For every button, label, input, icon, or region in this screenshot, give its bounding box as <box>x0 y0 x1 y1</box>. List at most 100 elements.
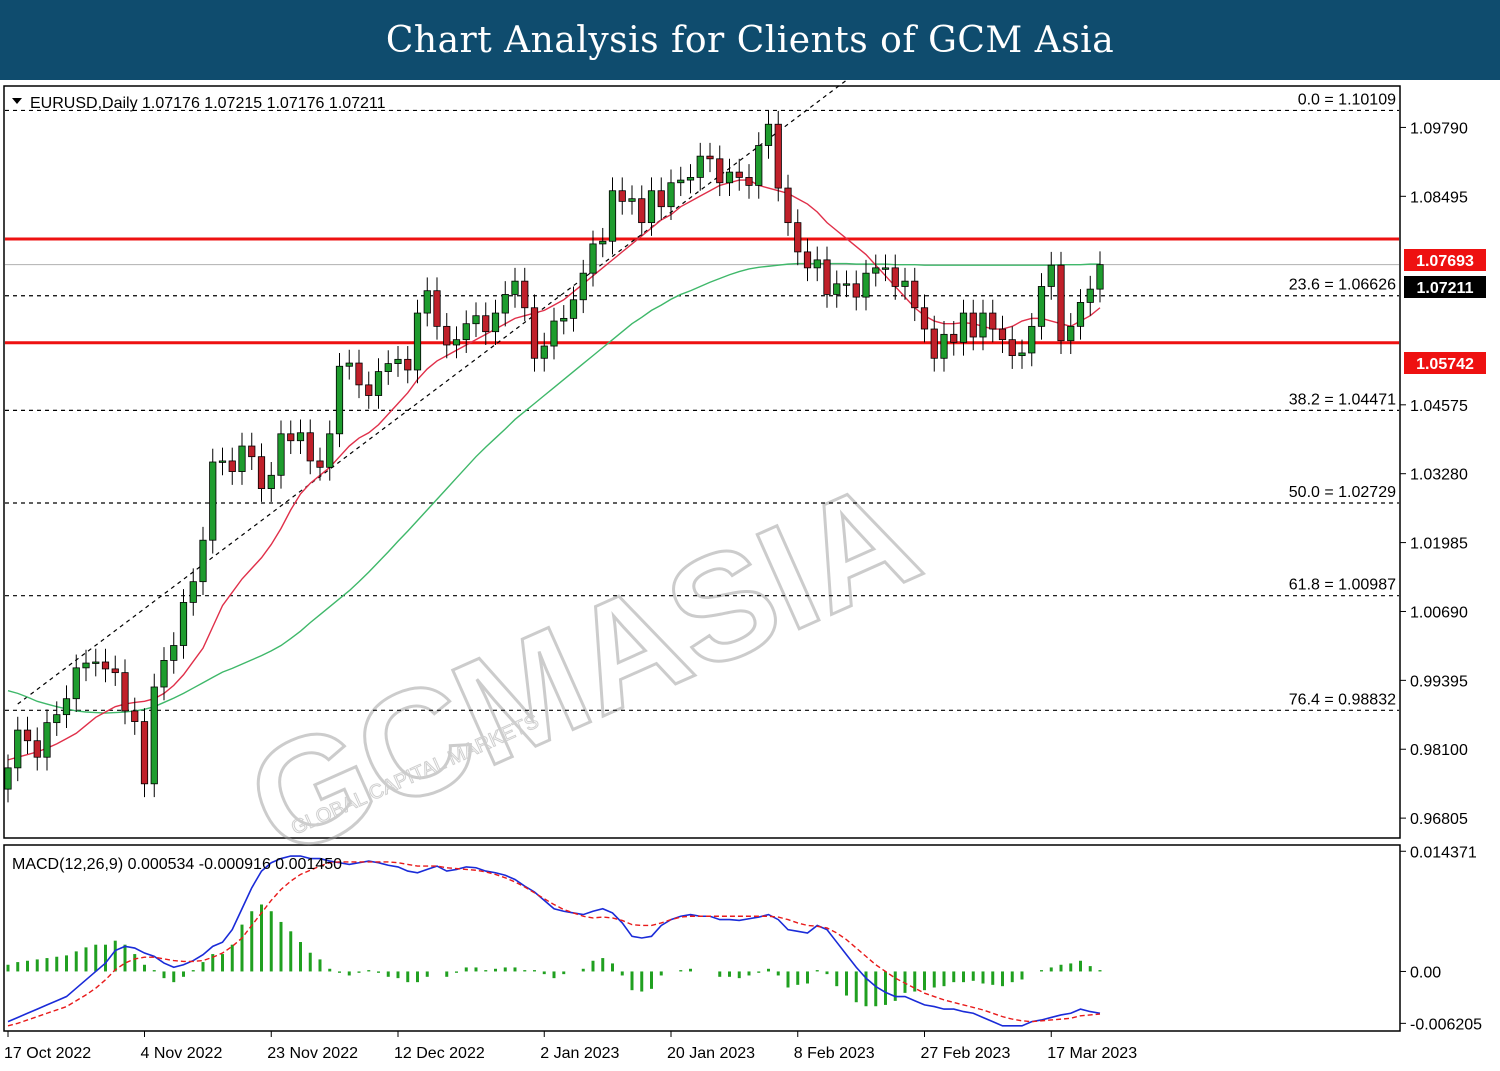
candle-up <box>238 445 246 472</box>
candle-down <box>638 198 646 224</box>
candle-up <box>959 312 968 343</box>
candle-up <box>589 243 597 274</box>
candle-up <box>979 312 987 338</box>
candle-up <box>345 362 353 367</box>
candle-up <box>72 667 80 700</box>
candle-up <box>189 581 197 603</box>
candle-down <box>228 460 236 472</box>
candle-up <box>14 729 22 769</box>
x-tick-label: 17 Oct 2022 <box>4 1045 91 1062</box>
candle-up <box>1037 286 1046 327</box>
fib-label: 23.6 = 1.06626 <box>1289 277 1396 294</box>
level-tag-upper: 1.07693 <box>1404 249 1486 271</box>
candle-up <box>677 179 685 184</box>
candle-down <box>989 312 997 330</box>
candle-up <box>1076 302 1085 327</box>
candle-down <box>482 315 490 333</box>
candle-up <box>53 714 61 724</box>
candle-down <box>355 362 363 386</box>
candle-down <box>111 668 119 674</box>
candle-up <box>472 315 480 325</box>
level-tag-lower: 1.05742 <box>1404 352 1486 374</box>
candle-up <box>218 460 227 463</box>
candle-down <box>998 328 1007 341</box>
candle-up <box>277 433 285 476</box>
x-tick-label: 20 Jan 2023 <box>667 1045 755 1062</box>
candle-up <box>901 280 909 287</box>
macd-header: MACD(12,26,9) 0.000534 -0.000916 0.00145… <box>12 856 342 873</box>
candle-down <box>803 251 812 269</box>
candle-down <box>306 432 314 462</box>
candle-down <box>530 307 539 359</box>
price-layer: 0.0 = 1.10109 23.6 = 1.06626 38.2 = 1.0447… <box>4 80 1399 803</box>
x-tick-label: 12 Dec 2022 <box>394 1045 485 1062</box>
candle-up <box>326 433 334 468</box>
candle-down <box>706 155 714 160</box>
candle-down <box>248 445 256 458</box>
x-tick-label: 17 Mar 2023 <box>1047 1045 1137 1062</box>
candle-up <box>569 299 578 319</box>
candle-up <box>540 345 548 359</box>
x-tick-label: 8 Feb 2023 <box>794 1045 875 1062</box>
candle-up <box>1096 264 1104 290</box>
candle-down <box>950 333 958 343</box>
candle-up <box>755 145 763 186</box>
candle-up <box>501 294 509 314</box>
candle-up <box>696 155 704 178</box>
candle-down <box>920 307 929 330</box>
price-panel-frame <box>3 85 1401 839</box>
candle-up <box>550 320 558 347</box>
macd-panel-frame <box>3 844 1401 1032</box>
candle-up <box>1018 352 1026 357</box>
fib-label: 76.4 = 0.98832 <box>1289 691 1396 708</box>
candle-down <box>716 158 724 184</box>
candle-up <box>872 267 880 274</box>
y-tick-label: 0.99395 <box>1410 673 1468 690</box>
x-tick-label: 4 Nov 2022 <box>141 1045 223 1062</box>
banner: Chart Analysis for Clients of GCM Asia <box>0 0 1500 80</box>
candle-up <box>92 661 100 664</box>
candle-down <box>969 312 977 338</box>
candle-up <box>862 272 870 298</box>
trendline <box>17 80 848 705</box>
candle-up <box>462 323 470 341</box>
candle-down <box>745 177 753 186</box>
y-tick-label: 1.08495 <box>1410 189 1468 206</box>
candle-down <box>1057 264 1065 342</box>
candle-up <box>4 767 12 790</box>
candle-up <box>199 539 207 583</box>
y-tick-label: 1.09790 <box>1410 120 1468 137</box>
candle-up <box>150 686 158 785</box>
candle-down <box>794 222 802 253</box>
candle-up <box>764 123 773 146</box>
candle-up <box>423 290 431 314</box>
candle-up <box>813 259 821 269</box>
candle-up <box>940 333 948 359</box>
y-tick-label: 1.04575 <box>1410 398 1468 415</box>
chart: GCMASIA GLOBAL CAPITAL MARKETS 0.0 = 1.1… <box>3 80 1486 1062</box>
candle-down <box>365 384 373 396</box>
candle-up <box>394 358 402 364</box>
candle-up <box>1086 288 1094 303</box>
y-tick-label: 1.03280 <box>1410 467 1468 484</box>
candle-down <box>433 290 441 327</box>
candle-up <box>608 190 617 242</box>
candle-down <box>852 283 860 298</box>
candle-up <box>667 182 675 208</box>
price-header: EURUSD,Daily 1.07176 1.07215 1.07176 1.0… <box>30 95 386 112</box>
candle-up <box>1047 264 1055 287</box>
ma-short-line <box>7 179 1101 761</box>
candle-down <box>618 190 626 202</box>
candle-down <box>316 460 324 468</box>
candle-up <box>725 171 734 184</box>
candle-up <box>491 312 500 333</box>
banner-title: Chart Analysis for Clients of GCM Asia <box>385 19 1115 61</box>
candle-up <box>296 432 305 442</box>
candle-up <box>599 240 607 245</box>
candle-up <box>62 698 71 716</box>
dropdown-triangle-icon[interactable] <box>12 98 22 104</box>
candle-up <box>1067 325 1075 342</box>
candle-up <box>374 371 383 396</box>
candle-down <box>784 187 792 224</box>
candle-down <box>33 740 41 758</box>
